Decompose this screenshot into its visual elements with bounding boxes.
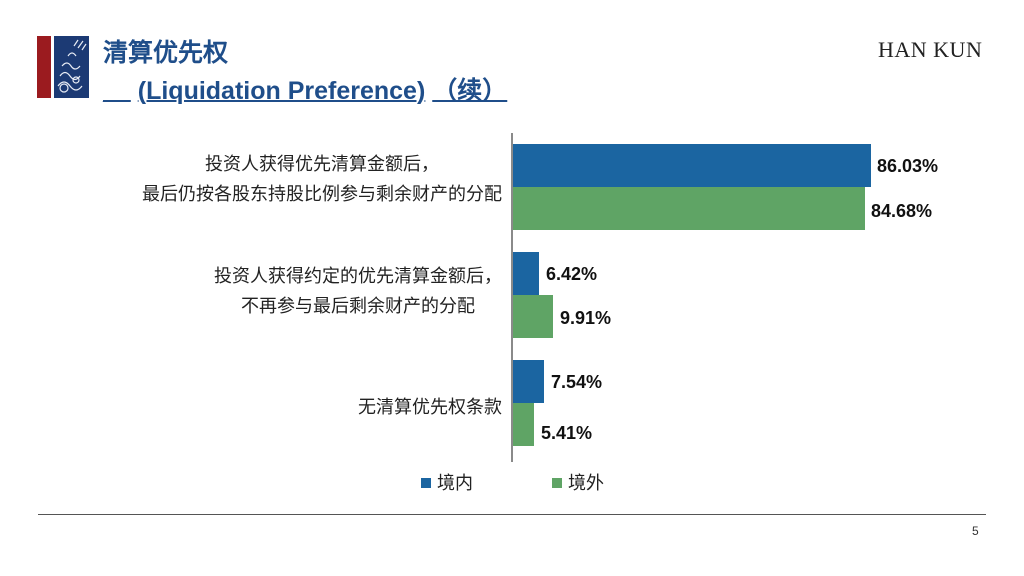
bar-domestic	[513, 360, 544, 403]
bar-overseas	[513, 295, 553, 338]
footer-divider	[38, 514, 986, 515]
bar-overseas	[513, 403, 534, 446]
brand-wordmark: HAN KUN	[878, 37, 983, 62]
legend-label: 境内	[437, 473, 473, 494]
data-label: 9.91%	[560, 308, 612, 328]
data-label: 6.42%	[546, 264, 598, 284]
subtitle-continued: （续）	[432, 77, 508, 105]
firm-logo	[37, 36, 89, 98]
bar-domestic	[513, 252, 539, 295]
page-subtitle: _ (Liquidation Preference) （续）	[103, 71, 507, 107]
legend-swatch-icon	[421, 478, 431, 488]
category-label: 投资人获得优先清算金额后， 最后仍按各股东持股比例参与剩余财产的分配	[142, 150, 502, 210]
data-label: 5.41%	[541, 423, 593, 443]
legend-swatch-icon	[552, 478, 562, 488]
page-title: 清算优先权	[103, 38, 229, 67]
logo-red-panel	[37, 36, 51, 98]
data-label: 7.54%	[551, 372, 603, 392]
chart-axis	[511, 133, 513, 462]
category-label: 投资人获得约定的优先清算金额后， 不再参与最后剩余财产的分配	[214, 262, 502, 322]
category-line: 投资人获得约定的优先清算金额后，	[214, 266, 502, 287]
category-line: 最后仍按各股东持股比例参与剩余财产的分配	[142, 184, 502, 205]
page-number: 5	[972, 524, 979, 538]
data-label: 84.68%	[871, 201, 933, 221]
legend-label: 境外	[568, 473, 604, 494]
category-line: 无清算优先权条款	[358, 397, 502, 418]
bar-domestic	[513, 144, 871, 187]
category-line: 投资人获得优先清算金额后，	[205, 154, 439, 175]
logo-blue-panel	[54, 36, 89, 98]
legend-item-domestic: 境内	[421, 469, 473, 495]
subtitle-lead: _	[103, 77, 131, 105]
bar-overseas	[513, 187, 865, 230]
category-line: 不再参与最后剩余财产的分配	[241, 296, 475, 317]
data-label: 86.03%	[877, 156, 939, 176]
subtitle-english: (Liquidation Preference)	[137, 77, 426, 105]
legend-item-overseas: 境外	[552, 469, 604, 495]
wave-pattern-icon	[57, 39, 87, 93]
category-label: 无清算优先权条款	[358, 393, 502, 423]
